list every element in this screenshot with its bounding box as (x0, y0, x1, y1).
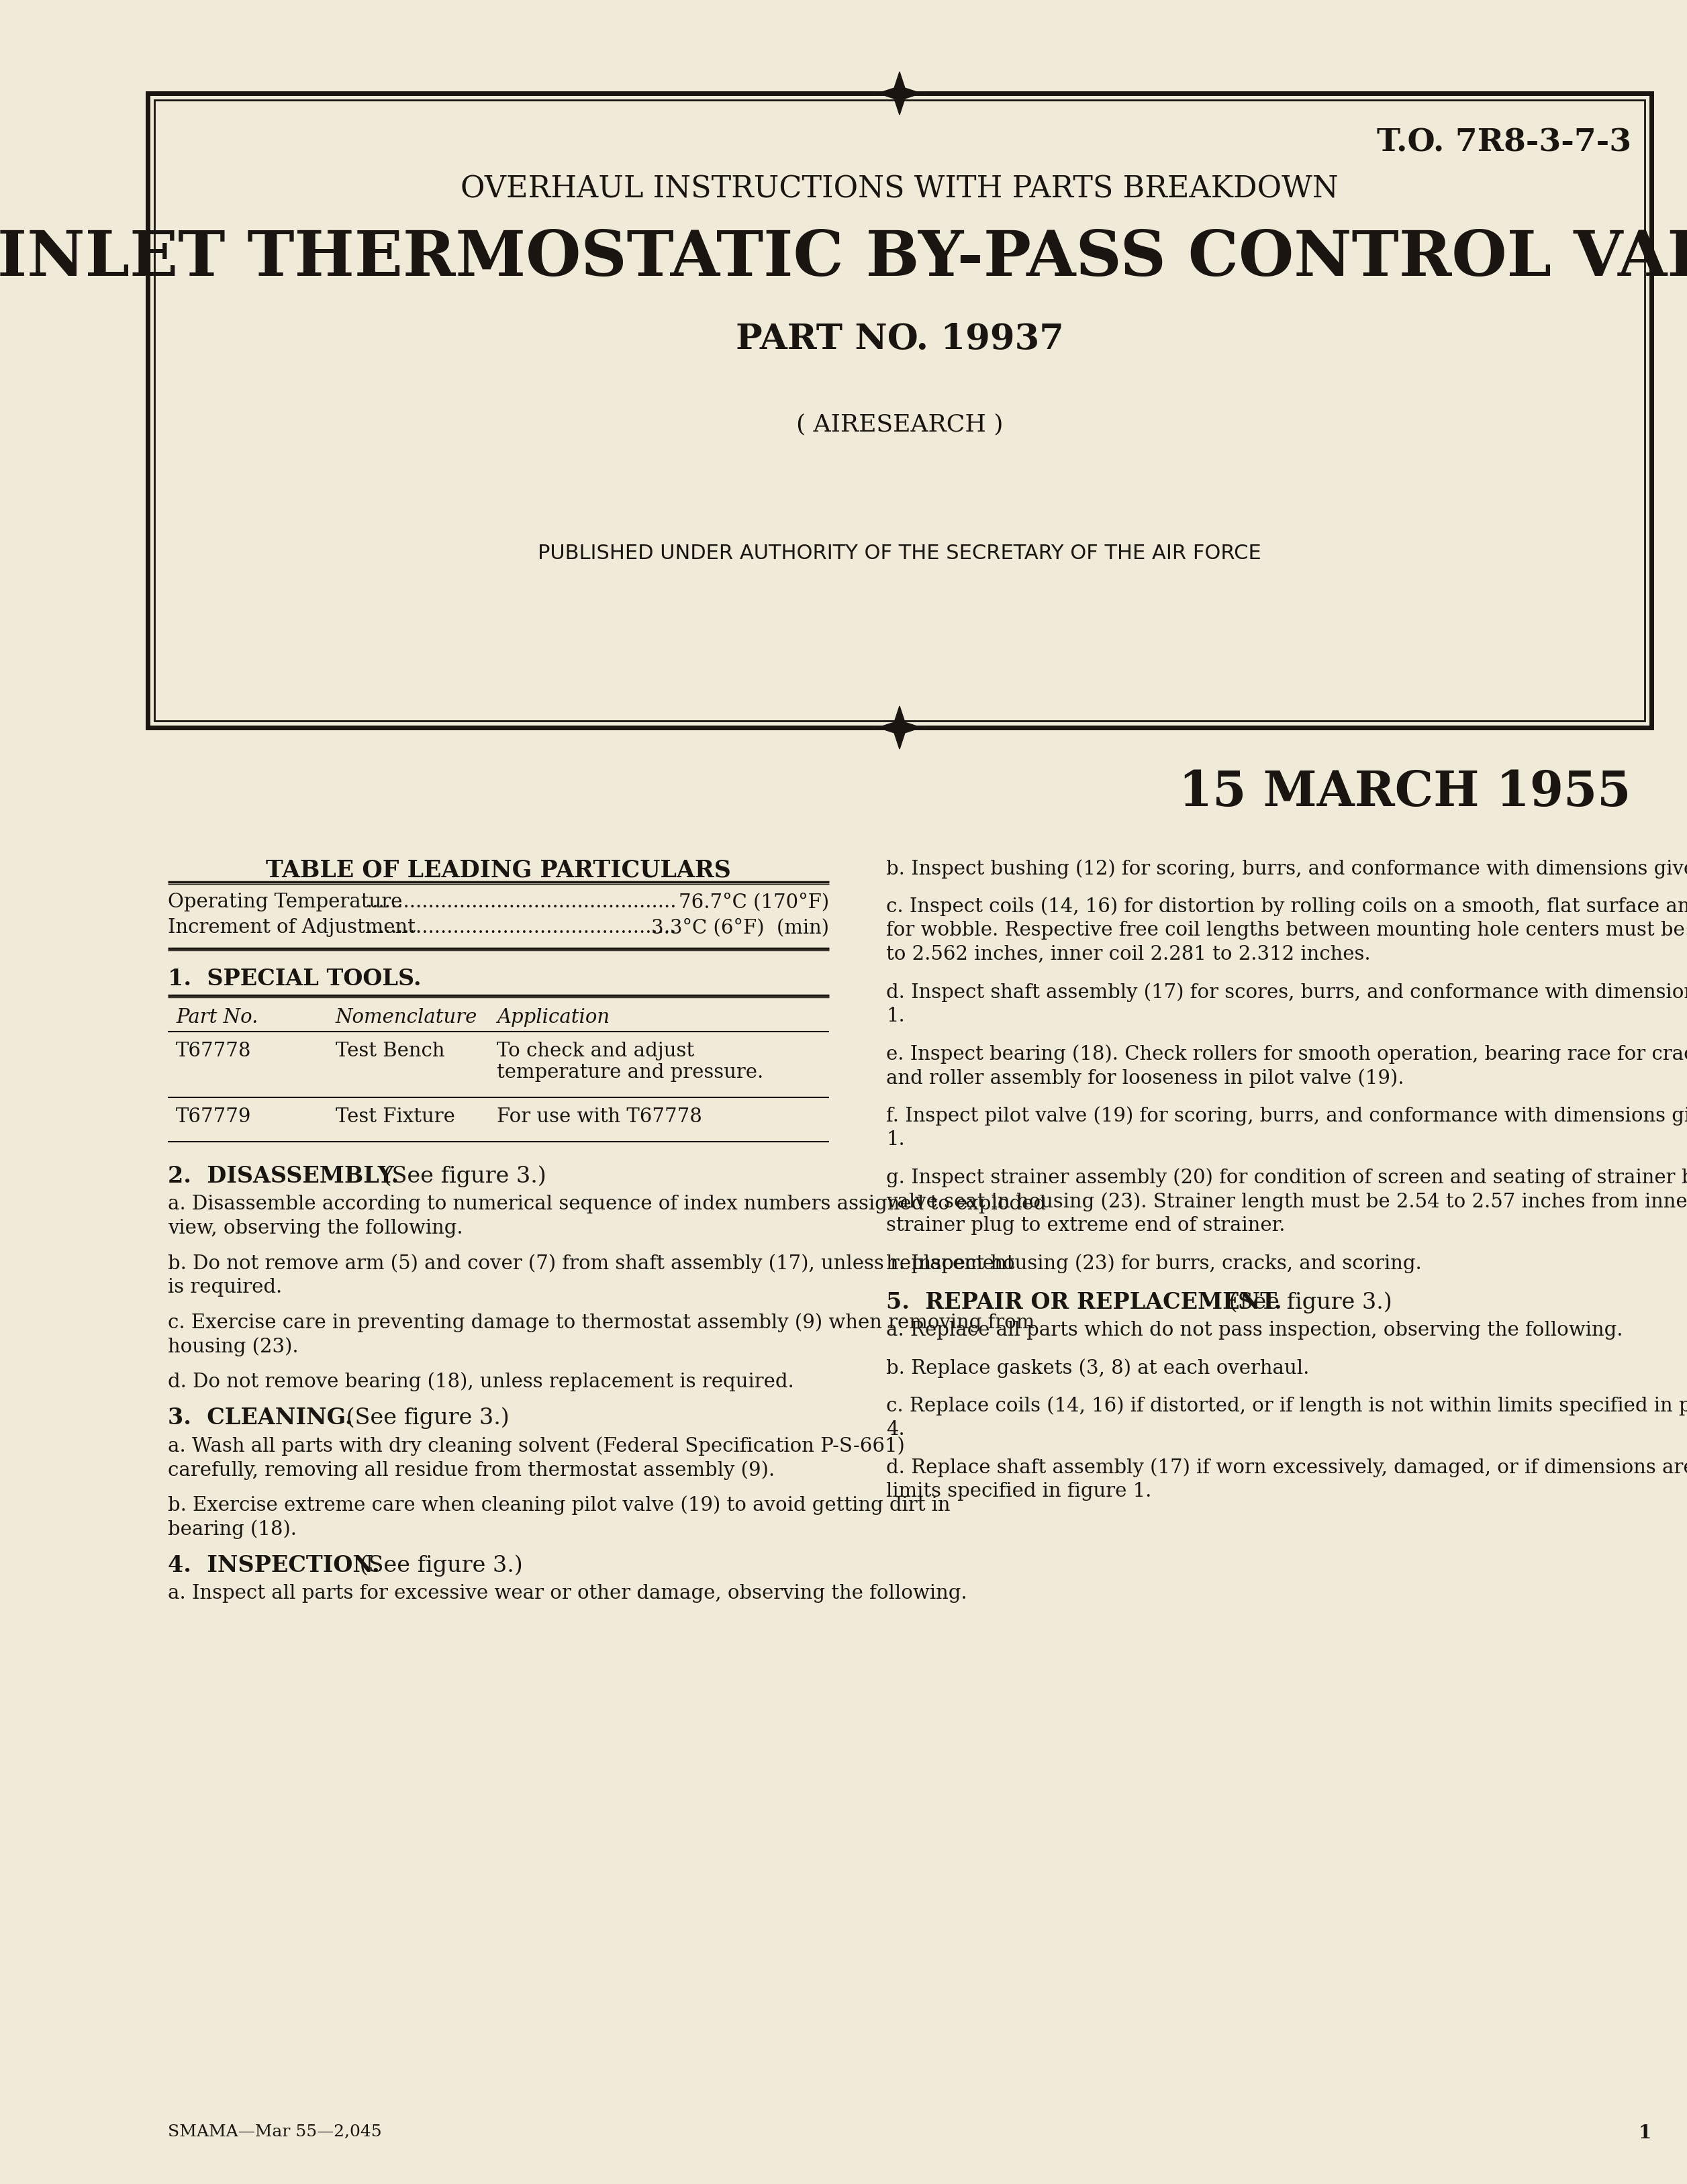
Text: f. Inspect pilot valve (19) for scoring, burrs, and conformance with dimensions : f. Inspect pilot valve (19) for scoring,… (886, 1105, 1687, 1125)
Text: 3.  CLEANING.: 3. CLEANING. (167, 1406, 353, 1428)
Text: T67778: T67778 (175, 1042, 251, 1059)
Polygon shape (877, 72, 921, 116)
Bar (155, 100, 1645, 721)
Text: 1.: 1. (886, 1129, 904, 1149)
Text: e. Inspect bearing (18). Check rollers for smooth operation, bearing race for cr: e. Inspect bearing (18). Check rollers f… (886, 1044, 1687, 1064)
Text: Test Bench: Test Bench (336, 1042, 445, 1059)
Text: Nomenclature: Nomenclature (336, 1007, 477, 1026)
Text: 15 MARCH 1955: 15 MARCH 1955 (1179, 769, 1631, 817)
Text: (See figure 3.): (See figure 3.) (1221, 1291, 1392, 1313)
Text: TABLE OF LEADING PARTICULARS: TABLE OF LEADING PARTICULARS (265, 858, 730, 882)
Text: 76.7°C (170°F): 76.7°C (170°F) (678, 893, 828, 911)
Text: a. Replace all parts which do not pass inspection, observing the following.: a. Replace all parts which do not pass i… (886, 1321, 1623, 1339)
Text: view, observing the following.: view, observing the following. (167, 1219, 462, 1238)
Text: for wobble. Respective free coil lengths between mounting hole centers must be: : for wobble. Respective free coil lengths… (886, 922, 1687, 939)
Text: INLET THERMOSTATIC BY-PASS CONTROL VALVE: INLET THERMOSTATIC BY-PASS CONTROL VALVE (0, 227, 1687, 288)
Text: 5.  REPAIR OR REPLACEMENT.: 5. REPAIR OR REPLACEMENT. (886, 1291, 1282, 1313)
Text: (See figure 3.): (See figure 3.) (376, 1164, 547, 1186)
Text: 3.3°C (6°F)  (min): 3.3°C (6°F) (min) (651, 917, 828, 937)
Text: Application: Application (496, 1007, 609, 1026)
Text: Part No.: Part No. (175, 1007, 258, 1026)
Text: 4.  INSPECTION.: 4. INSPECTION. (167, 1555, 380, 1577)
Text: b. Exercise extreme care when cleaning pilot valve (19) to avoid getting dirt in: b. Exercise extreme care when cleaning p… (167, 1494, 950, 1514)
Text: 1.  SPECIAL TOOLS.: 1. SPECIAL TOOLS. (167, 968, 422, 989)
Text: limits specified in figure 1.: limits specified in figure 1. (886, 1481, 1152, 1500)
Text: ( AIRESEARCH ): ( AIRESEARCH ) (796, 413, 1004, 435)
Text: SMAMA—Mar 55—2,045: SMAMA—Mar 55—2,045 (167, 2123, 381, 2138)
Text: Increment of Adjustment: Increment of Adjustment (167, 917, 415, 937)
Text: h. Inspect housing (23) for burrs, cracks, and scoring.: h. Inspect housing (23) for burrs, crack… (886, 1254, 1422, 1273)
Text: ..................................................: ........................................… (366, 893, 676, 911)
Text: c. Exercise care in preventing damage to thermostat assembly (9) when removing f: c. Exercise care in preventing damage to… (167, 1313, 1034, 1332)
Text: d. Inspect shaft assembly (17) for scores, burrs, and conformance with dimension: d. Inspect shaft assembly (17) for score… (886, 983, 1687, 1002)
Text: g. Inspect strainer assembly (20) for condition of screen and seating of straine: g. Inspect strainer assembly (20) for co… (886, 1168, 1687, 1186)
Text: strainer plug to extreme end of strainer.: strainer plug to extreme end of strainer… (886, 1216, 1285, 1234)
Text: carefully, removing all residue from thermostat assembly (9).: carefully, removing all residue from the… (167, 1461, 774, 1479)
Text: housing (23).: housing (23). (167, 1337, 299, 1356)
Text: d. Replace shaft assembly (17) if worn excessively, damaged, or if dimensions ar: d. Replace shaft assembly (17) if worn e… (886, 1457, 1687, 1476)
Text: valve seat in housing (23). Strainer length must be 2.54 to 2.57 inches from inn: valve seat in housing (23). Strainer len… (886, 1192, 1687, 1210)
Text: PUBLISHED UNDER AUTHORITY OF THE SECRETARY OF THE AIR FORCE: PUBLISHED UNDER AUTHORITY OF THE SECRETA… (538, 544, 1262, 563)
Text: c. Replace coils (14, 16) if distorted, or if length is not within limits specif: c. Replace coils (14, 16) if distorted, … (886, 1396, 1687, 1415)
Text: OVERHAUL INSTRUCTIONS WITH PARTS BREAKDOWN: OVERHAUL INSTRUCTIONS WITH PARTS BREAKDO… (461, 175, 1338, 203)
Text: a. Wash all parts with dry cleaning solvent (Federal Specification P-S-661): a. Wash all parts with dry cleaning solv… (167, 1435, 904, 1455)
Text: For use with T67778: For use with T67778 (496, 1107, 702, 1127)
Text: b. Do not remove arm (5) and cover (7) from shaft assembly (17), unless replacem: b. Do not remove arm (5) and cover (7) f… (167, 1254, 1014, 1273)
Text: temperature and pressure.: temperature and pressure. (496, 1064, 764, 1081)
Text: bearing (18).: bearing (18). (167, 1520, 297, 1538)
Text: a. Disassemble according to numerical sequence of index numbers assigned to expl: a. Disassemble according to numerical se… (167, 1195, 1046, 1212)
Text: (See figure 3.): (See figure 3.) (339, 1406, 509, 1428)
Text: c. Inspect coils (14, 16) for distortion by rolling coils on a smooth, flat surf: c. Inspect coils (14, 16) for distortion… (886, 895, 1687, 915)
Text: 1: 1 (1638, 2123, 1652, 2143)
Text: 2.  DISASSEMBLY.: 2. DISASSEMBLY. (167, 1164, 398, 1186)
Text: b. Inspect bushing (12) for scoring, burrs, and conformance with dimensions give: b. Inspect bushing (12) for scoring, bur… (886, 858, 1687, 878)
Text: T67779: T67779 (175, 1107, 251, 1127)
Text: b. Replace gaskets (3, 8) at each overhaul.: b. Replace gaskets (3, 8) at each overha… (886, 1358, 1309, 1378)
Text: ..................................................: ........................................… (366, 917, 676, 937)
Text: To check and adjust: To check and adjust (496, 1042, 695, 1059)
Text: Operating Temperature: Operating Temperature (167, 893, 403, 911)
Text: and roller assembly for looseness in pilot valve (19).: and roller assembly for looseness in pil… (886, 1068, 1404, 1088)
Text: 4.: 4. (886, 1420, 904, 1439)
Text: a. Inspect all parts for excessive wear or other damage, observing the following: a. Inspect all parts for excessive wear … (167, 1583, 967, 1603)
Polygon shape (877, 708, 921, 749)
Bar (148, 94, 1652, 727)
Text: d. Do not remove bearing (18), unless replacement is required.: d. Do not remove bearing (18), unless re… (167, 1372, 795, 1391)
Text: is required.: is required. (167, 1278, 282, 1297)
Text: Test Fixture: Test Fixture (336, 1107, 455, 1127)
Text: (See figure 3.): (See figure 3.) (353, 1555, 523, 1577)
Text: to 2.562 inches, inner coil 2.281 to 2.312 inches.: to 2.562 inches, inner coil 2.281 to 2.3… (886, 946, 1370, 963)
Text: PART NO. 19937: PART NO. 19937 (736, 321, 1063, 356)
Text: 1.: 1. (886, 1007, 904, 1024)
Text: T.O. 7R8-3-7-3: T.O. 7R8-3-7-3 (1377, 127, 1631, 159)
